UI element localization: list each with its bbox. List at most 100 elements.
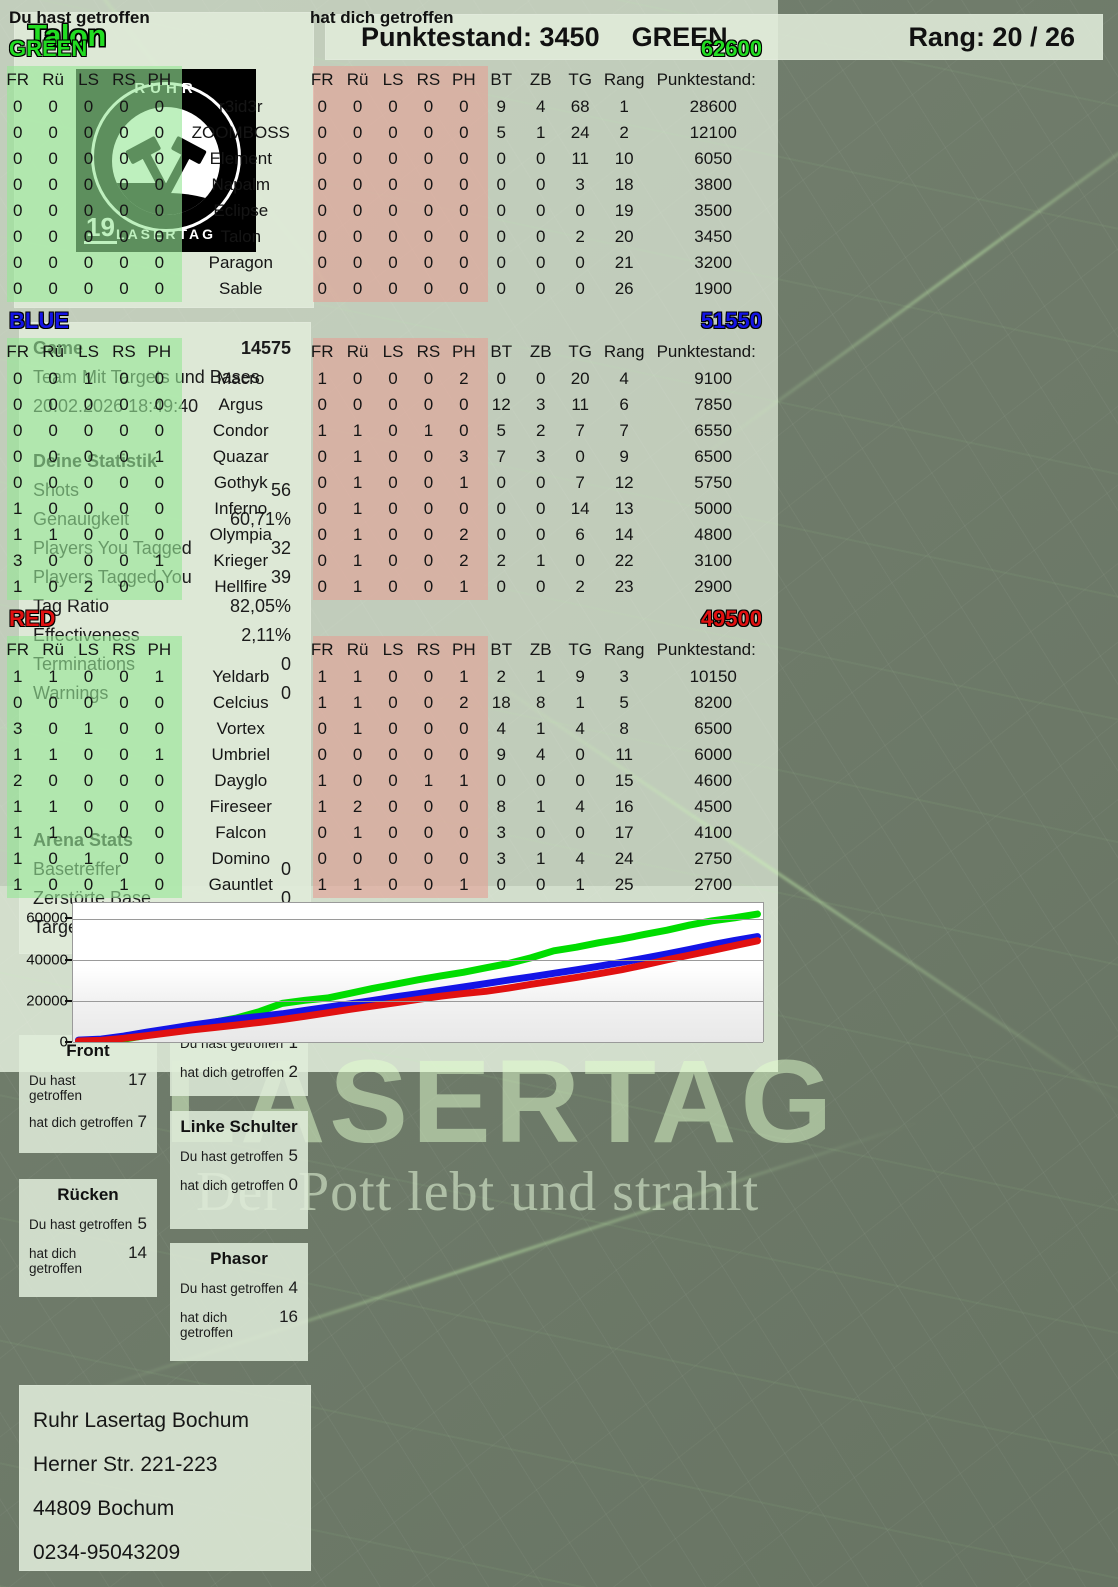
table-row[interactable]: 0 0 0 0 0 Talon 0 0 0 0 0 0 0 2 20 3450 [0,224,778,250]
table-row[interactable]: 1 1 0 0 0 Falcon 0 1 0 0 0 3 0 0 17 4100 [0,820,778,846]
cell-hitby-PH: 0 [459,123,469,142]
cell-hit-RS: 0 [119,797,129,816]
cell-hitby-LS: 0 [388,525,398,544]
cell-hit-PH: 0 [154,499,165,518]
col-header-hitby-PH: PH [452,70,476,89]
cell-hitby-RS: 0 [423,201,434,220]
cell-hitby-RS: 1 [423,771,434,790]
cell-player-name: Domino [211,849,271,868]
cell-hit-Rü: 0 [48,771,58,790]
cell-bt: 0 [496,771,506,790]
table-row[interactable]: 0 0 0 0 0 Celcius 1 1 0 0 2 18 8 1 5 8200 [0,690,778,716]
cell-hit-RS: 0 [119,525,129,544]
table-row[interactable]: 0 0 0 0 0 Eclipse 0 0 0 0 0 0 0 0 19 3500 [0,198,778,224]
table-row[interactable]: 0 0 0 0 0 Gothyk 0 1 0 0 1 0 0 7 12 5750 [0,470,778,496]
cell-bt: 18 [491,693,511,712]
table-row[interactable]: 1 1 0 0 1 Umbriel 0 0 0 0 0 9 4 0 11 6000 [0,742,778,768]
cell-hit-FR: 0 [12,227,23,246]
team-total-score: 51550 [700,308,762,333]
cell-hit-PH: 0 [154,253,165,272]
cell-hit-FR: 0 [12,175,23,194]
cell-hitby-Rü: 1 [352,551,363,570]
col-header-hit-LS: LS [78,70,99,89]
cell-hitby-LS: 0 [388,97,398,116]
cell-zb: 1 [535,551,546,570]
cell-hitby-FR: 0 [317,719,327,738]
col-header-TG: TG [568,640,592,659]
cell-hit-PH: 0 [154,823,165,842]
cell-hit-FR: 0 [12,279,23,298]
cell-score: 6550 [694,421,733,440]
table-row[interactable]: 0 0 0 0 0 Argus 0 0 0 0 0 12 3 11 6 7850 [0,392,778,418]
cell-hit-Rü: 0 [48,369,58,388]
cell-hit-LS: 0 [83,797,94,816]
cell-zb: 0 [535,369,546,388]
cell-hitby-LS: 0 [388,369,398,388]
cell-hitby-FR: 0 [317,577,327,596]
cell-rang: 5 [619,693,629,712]
cell-hit-LS: 0 [83,201,94,220]
table-row[interactable]: 0 0 0 0 0 Sable 0 0 0 0 0 0 0 0 26 1900 [0,276,778,302]
table-row[interactable]: 0 0 0 0 0 Condor 1 1 0 1 0 5 2 7 7 6550 [0,418,778,444]
zone-ruecken: Rücken Du hast getroffen 5 hat dich getroff… [19,1179,157,1297]
table-row[interactable]: 1 1 0 0 0 Olympia 0 1 0 0 2 0 0 6 14 4800 [0,522,778,548]
cell-hitby-PH: 2 [459,369,469,388]
col-header-score: Punktestand: [656,640,756,659]
cell-hitby-FR: 0 [317,279,327,298]
table-row[interactable]: 1 0 1 0 0 Domino 0 0 0 0 0 3 1 4 24 2750 [0,846,778,872]
cell-hitby-FR: 0 [317,745,327,764]
cell-hit-LS: 2 [83,577,94,596]
cell-hit-LS: 0 [83,499,94,518]
stat-value: 82,05% [229,596,291,616]
cell-hit-LS: 0 [83,395,94,414]
col-header-hit-PH: PH [147,342,172,361]
zone-phasor: Phasor Du hast getroffen 4 hat dich getroff… [170,1243,308,1361]
cell-hitby-LS: 0 [388,421,398,440]
table-row[interactable]: 0 0 0 0 0 Napalm 0 0 0 0 0 0 0 3 18 3800 [0,172,778,198]
cell-hit-LS: 0 [83,421,94,440]
team-name: GREEN [631,21,728,52]
zone-title: Rücken [57,1185,119,1204]
team-title: RED [9,606,56,631]
zone-hitby-label: hat dich getroffen [29,1115,134,1130]
zone-hit-label: Du hast getroffen [29,1073,83,1103]
cell-hitby-PH: 0 [459,421,469,440]
col-header-hitby-LS: LS [382,640,404,659]
table-row[interactable]: 0 0 0 0 0 Element 0 0 0 0 0 0 0 11 10 6050 [0,146,778,172]
table-row[interactable]: 3 0 0 0 1 Krieger 0 1 0 0 2 2 1 0 22 3100 [0,548,778,574]
table-row[interactable]: 0 0 1 0 0 Macro 1 0 0 0 2 0 0 20 4 9100 [0,366,778,392]
table-row[interactable]: 0 0 0 0 1 Quazar 0 1 0 0 3 7 3 0 9 6500 [0,444,778,470]
cell-hitby-Rü: 0 [352,149,363,168]
cell-hit-LS: 0 [83,745,94,764]
hit-you-highlight [313,636,488,898]
cell-tg: 1 [575,693,585,712]
cell-tg: 2 [575,577,585,596]
table-row[interactable]: 3 0 1 0 0 Vortex 0 1 0 0 0 4 1 4 8 6500 [0,716,778,742]
zone-hitby-label: hat dich getroffen [180,1065,285,1080]
table-row[interactable]: 0 0 0 0 0 r3id3r 0 0 0 0 0 9 4 68 1 28600 [0,94,778,120]
table-row[interactable]: 0 0 0 0 0 Paragon 0 0 0 0 0 0 0 0 21 3200 [0,250,778,276]
col-header-hit-PH: PH [147,640,172,659]
cell-hitby-LS: 0 [388,719,398,738]
stat-value: 60,71% [229,509,291,529]
cell-hitby-FR: 0 [317,525,327,544]
table-row[interactable]: 1 1 0 0 0 Fireseer 1 2 0 0 0 8 1 4 16 4500 [0,794,778,820]
table-row[interactable]: 1 0 2 0 0 Hellfire 0 1 0 0 1 0 0 2 23 2900 [0,574,778,600]
cell-hitby-LS: 0 [388,279,398,298]
table-row[interactable]: 0 0 0 0 0 ZOOMBOSS 0 0 0 0 0 5 1 24 2 12100 [0,120,778,146]
cell-hitby-RS: 0 [423,253,434,272]
cell-hitby-RS: 0 [423,123,434,142]
cell-hit-RS: 0 [119,823,129,842]
cell-zb: 1 [535,797,546,816]
table-row[interactable]: 1 0 0 1 0 Gauntlet 1 1 0 0 1 0 0 1 25 2700 [0,872,778,898]
cell-zb: 0 [535,823,546,842]
cell-hitby-FR: 1 [317,771,327,790]
cell-bt: 3 [496,849,506,868]
cell-hit-PH: 0 [154,849,165,868]
table-row[interactable]: 1 0 0 0 0 Inferno 0 1 0 0 0 0 0 14 13 5000 [0,496,778,522]
table-row[interactable]: 2 0 0 0 0 Dayglo 1 0 0 1 1 0 0 0 15 4600 [0,768,778,794]
col-header-hitby-FR: FR [310,70,334,89]
hit-you-highlight [313,338,488,600]
cell-hit-Rü: 0 [48,97,58,116]
table-row[interactable]: 1 1 0 0 1 Yeldarb 1 1 0 0 1 2 1 9 3 10150 [0,664,778,690]
